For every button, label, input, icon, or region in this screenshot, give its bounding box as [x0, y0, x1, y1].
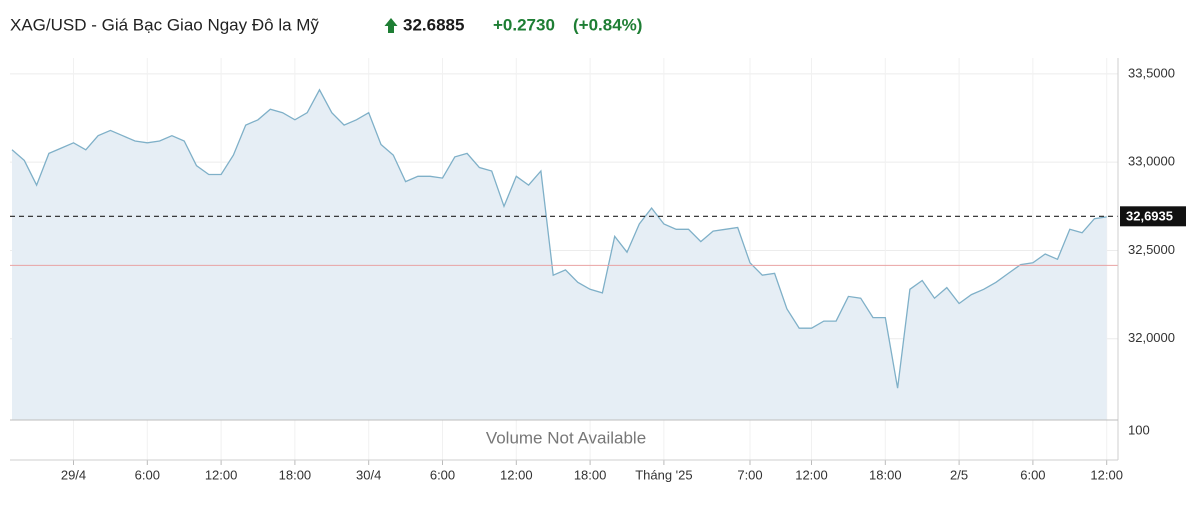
x-tick-label: 6:00: [135, 467, 160, 482]
change-percent: (+0.84%): [573, 15, 642, 34]
x-tick-label: 6:00: [1020, 467, 1045, 482]
x-tick-label: 7:00: [737, 467, 762, 482]
y-tick-label: 32,0000: [1128, 330, 1175, 345]
x-tick-label: 2/5: [950, 467, 968, 482]
x-tick-label: 29/4: [61, 467, 86, 482]
up-arrow: [384, 18, 398, 33]
x-tick-label: 12:00: [795, 467, 828, 482]
price-line: [11, 88, 1107, 389]
price: 32.6885: [403, 15, 464, 34]
x-tick-label: 12:00: [500, 467, 533, 482]
chart-title: XAG/USD - Giá Bạc Giao Ngay Đô la Mỹ: [10, 15, 319, 34]
change: +0.2730: [493, 15, 555, 34]
x-tick-label: Tháng '25: [635, 467, 692, 482]
area-fill: [12, 89, 1107, 421]
header: XAG/USD - Giá Bạc Giao Ngay Đô la Mỹ 32.…: [10, 15, 642, 34]
x-tick-label: 12:00: [1090, 467, 1123, 482]
x-tick-label: 18:00: [279, 467, 312, 482]
x-tick-label: 18:00: [574, 467, 607, 482]
last-price-label: 32,6935: [1126, 209, 1173, 224]
y-tick-label: 33,5000: [1128, 65, 1175, 80]
y-tick-label: 32,5000: [1128, 242, 1175, 257]
last-price-box: [1120, 206, 1186, 227]
x-tick-label: 12:00: [205, 467, 238, 482]
volume-tick-label: 100: [1128, 422, 1150, 437]
y-tick-label: 33,0000: [1128, 154, 1175, 169]
volume-text: Volume Not Available: [486, 428, 646, 447]
x-tick-label: 18:00: [869, 467, 902, 482]
x-tick-label: 30/4: [356, 467, 381, 482]
x-tick-label: 6:00: [430, 467, 455, 482]
